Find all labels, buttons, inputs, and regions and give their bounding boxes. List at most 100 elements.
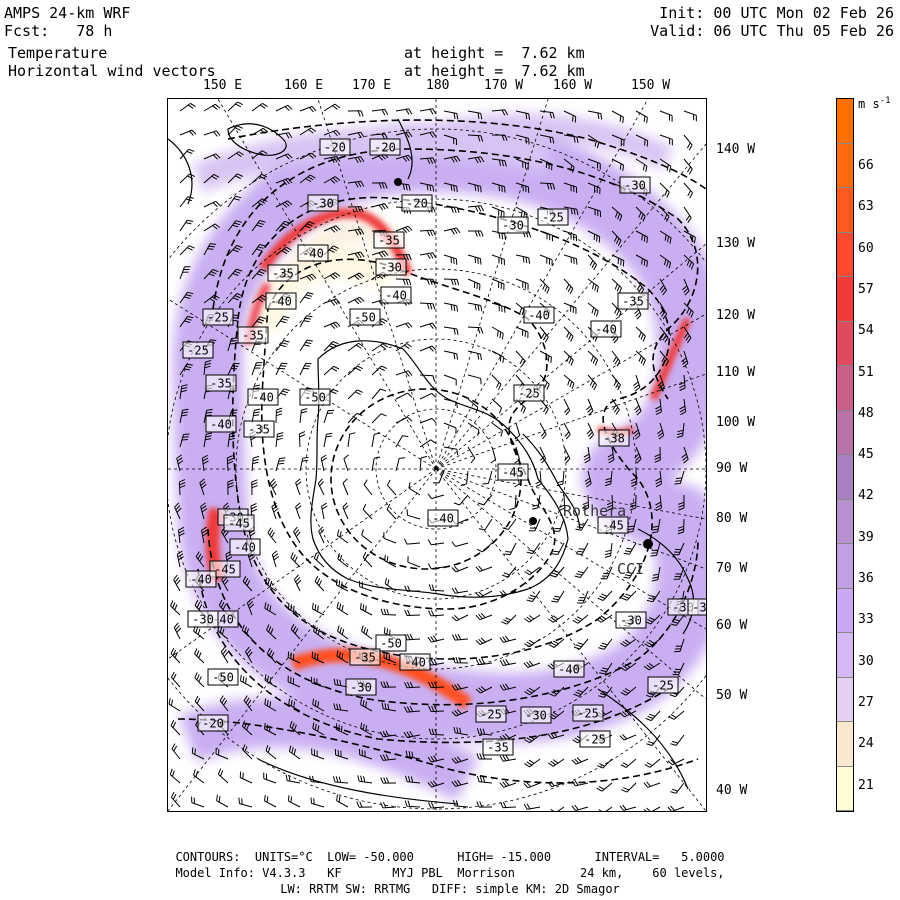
wind-barb	[611, 206, 623, 222]
edge-lon-label: 90 W	[716, 461, 748, 476]
wind-barb	[293, 526, 301, 544]
wind-barb	[514, 446, 520, 464]
wind-barb	[539, 326, 549, 343]
wind-barb	[515, 278, 529, 290]
colorbar-segment	[837, 588, 853, 633]
wind-barb	[515, 134, 530, 145]
wind-barb	[312, 602, 325, 616]
wind-barb	[563, 374, 575, 390]
wind-barb	[467, 422, 480, 436]
wind-barb	[475, 686, 493, 694]
wind-barb	[419, 302, 436, 310]
wind-barb	[323, 176, 341, 184]
contour-label-box	[475, 705, 507, 723]
wind-barb	[499, 683, 517, 691]
wind-barb	[620, 638, 637, 647]
wind-barb	[347, 156, 365, 164]
wind-barb	[547, 780, 565, 788]
wind-barb	[635, 230, 648, 244]
wind-barb	[587, 350, 599, 366]
wind-barb	[515, 254, 531, 264]
wind-barb	[526, 542, 541, 555]
wind-barb	[467, 446, 476, 464]
jet-max	[649, 317, 692, 401]
wind-barb	[523, 781, 541, 789]
wind-barb	[443, 398, 458, 409]
wind-barb	[227, 337, 238, 352]
wind-barb	[227, 244, 243, 256]
wind-barb	[467, 302, 483, 312]
wind-barb	[312, 698, 325, 712]
wind-barb	[670, 614, 685, 626]
wind-barb	[203, 103, 221, 112]
coastlines	[168, 118, 695, 805]
wind-barb	[403, 705, 421, 713]
contour-label-box	[207, 668, 239, 686]
wind-barb	[347, 296, 365, 305]
contour-label: -35	[622, 295, 644, 309]
wind-barb	[683, 158, 693, 175]
wind-barb	[563, 134, 579, 144]
wind-barb	[583, 446, 591, 464]
wind-barb	[310, 797, 325, 808]
contour-label-box	[590, 320, 622, 338]
contour-label-box	[497, 463, 529, 481]
wind-barb	[427, 539, 445, 546]
wind-barb	[240, 674, 253, 688]
wind-barb	[299, 127, 317, 136]
wind-barb	[242, 744, 253, 760]
wind-barb	[203, 200, 221, 208]
wind-barb	[313, 552, 325, 568]
wind-barb	[269, 478, 278, 496]
wind-barb	[295, 502, 302, 520]
wind-barb	[347, 342, 364, 352]
wind-barb	[453, 726, 469, 736]
wind-barb	[528, 518, 541, 532]
wind-barb	[323, 129, 341, 137]
wind-barb	[342, 502, 349, 520]
wind-barb	[347, 365, 364, 376]
wind-barb	[683, 230, 696, 244]
wind-barb	[290, 623, 301, 640]
wind-barb	[659, 326, 669, 343]
wind-barb	[586, 422, 595, 440]
wind-barb	[650, 542, 661, 557]
wind-barb	[620, 758, 637, 768]
wind-barb	[318, 526, 325, 544]
wind-barb	[490, 446, 497, 464]
wind-barb	[289, 720, 301, 736]
contour-label-box	[349, 308, 381, 326]
wind-barb	[672, 662, 685, 676]
wind-barb	[203, 432, 213, 448]
wind-barb	[299, 339, 313, 352]
wind-barb	[634, 446, 642, 464]
wind-barb	[299, 273, 317, 282]
wind-barb	[451, 683, 469, 691]
edge-lon-label: 50 W	[716, 688, 748, 703]
wind-barb	[491, 350, 505, 363]
wind-barb	[379, 730, 397, 738]
wind-barb	[360, 602, 373, 616]
contour-label: -30	[525, 709, 547, 723]
contour-label: -40	[432, 512, 454, 526]
wind-barb	[383, 651, 397, 664]
wind-barb	[659, 302, 668, 320]
wind-barb	[644, 638, 661, 648]
wind-barb	[347, 110, 364, 117]
wind-barb	[403, 538, 421, 545]
contour-label: -40	[385, 289, 407, 303]
colorbar-tick-label: 21	[858, 777, 874, 793]
wind-barb	[598, 638, 613, 650]
wind-barb	[524, 566, 541, 576]
colorbar-segment	[837, 677, 853, 722]
wind-barb	[347, 206, 364, 213]
colorbar-tick-label: 45	[858, 447, 874, 463]
wind-barb	[587, 278, 599, 293]
wind-barb	[275, 177, 293, 186]
wind-barb	[501, 566, 517, 578]
contour-label: -30	[192, 613, 214, 627]
footer-physics: LW: RRTM SW: RRTMG DIFF: simple KM: 2D S…	[280, 882, 620, 896]
wind-barb	[419, 455, 428, 472]
wind-barb	[619, 709, 637, 718]
wind-barb	[515, 350, 526, 367]
